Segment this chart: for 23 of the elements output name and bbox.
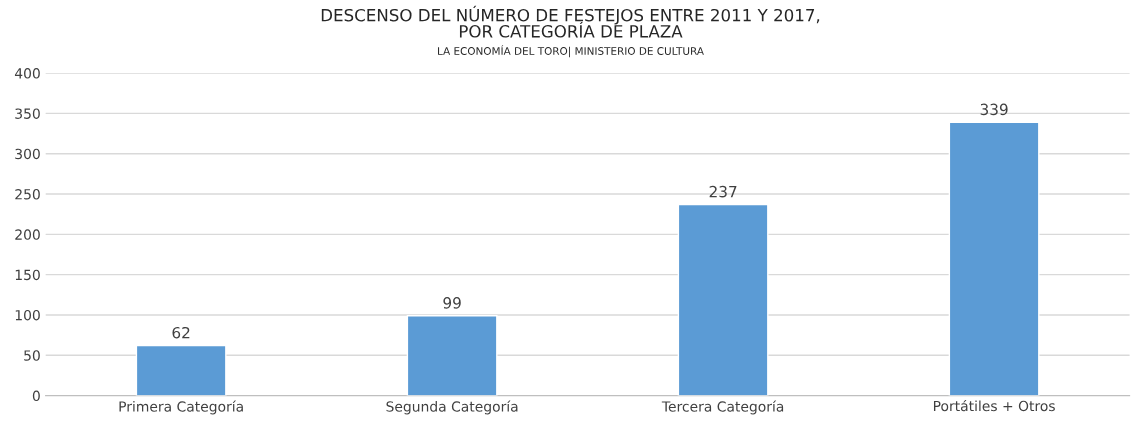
x-tick-label: Primera Categoría bbox=[119, 400, 243, 415]
y-tick-label: 150 bbox=[15, 269, 40, 281]
data-label: 237 bbox=[709, 185, 737, 198]
data-label: 339 bbox=[980, 103, 1008, 116]
y-tick-label: 200 bbox=[15, 229, 40, 240]
bar bbox=[135, 344, 227, 396]
y-tick-label: 50 bbox=[24, 350, 40, 361]
bar bbox=[677, 203, 769, 396]
y-tick-label: 250 bbox=[15, 189, 40, 200]
y-tick-label: 300 bbox=[15, 148, 40, 160]
data-label: 99 bbox=[443, 297, 461, 309]
bar bbox=[948, 121, 1040, 396]
chart-title: DESCENSO DEL NÚMERO DE FESTEJOS ENTRE 2011 Y 2017, POR CATEGORÍA DE PLAZA bbox=[321, 5, 820, 38]
x-tick-label: Segunda Categoría bbox=[386, 400, 518, 415]
y-tick-label: 400 bbox=[14, 68, 40, 79]
y-tick-label: 350 bbox=[15, 108, 40, 119]
x-tick-label: Tercera Categoría bbox=[661, 400, 784, 415]
x-tick-label: Portátiles + Otros bbox=[933, 399, 1055, 412]
y-tick-label: 0 bbox=[32, 390, 40, 402]
data-label: 62 bbox=[172, 326, 190, 339]
chart-subtitle: LA ECONOMÍA DEL TORO| MINISTERIO DE CULTURA bbox=[438, 45, 704, 58]
y-tick-label: 100 bbox=[15, 309, 40, 321]
bar bbox=[406, 315, 498, 396]
